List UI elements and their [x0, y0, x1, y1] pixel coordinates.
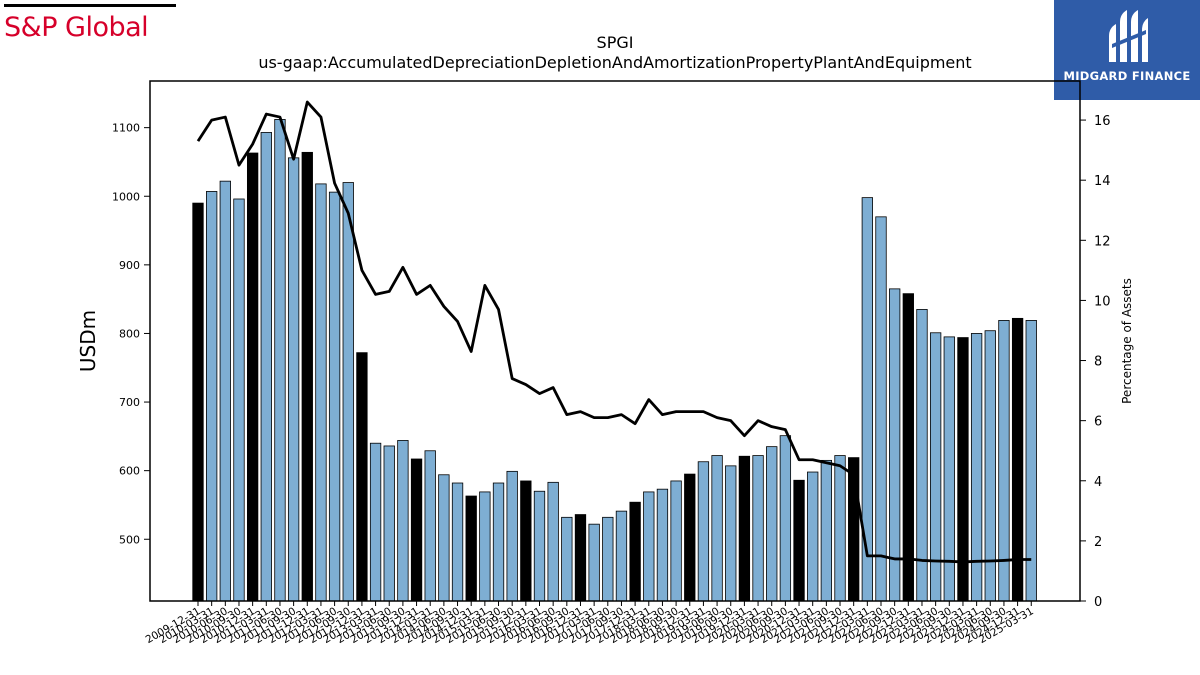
bar	[246, 152, 259, 602]
chart-subtitle: us-gaap:AccumulatedDepreciationDepletion…	[258, 53, 971, 72]
bar	[342, 182, 354, 602]
bar-series	[192, 119, 1037, 602]
chart-title: SPGI	[597, 33, 634, 52]
bar	[301, 151, 313, 602]
bar	[438, 474, 450, 602]
bar	[697, 461, 710, 602]
bar	[793, 479, 805, 602]
y2-tick-label: 12	[1094, 234, 1111, 249]
bar	[752, 455, 764, 602]
bar	[192, 202, 204, 602]
bar	[479, 491, 491, 602]
bar	[834, 455, 846, 602]
bar	[206, 191, 218, 602]
bar	[643, 491, 655, 602]
y2-tick-label: 2	[1094, 535, 1102, 550]
bar	[902, 293, 914, 602]
y-tick-label: 1100	[112, 122, 140, 135]
bar	[711, 455, 723, 602]
bar	[506, 470, 518, 602]
y-tick-label: 900	[119, 259, 140, 272]
y-tick-label: 800	[119, 327, 140, 340]
bar	[328, 191, 341, 602]
x-axis: 2009-12-312010-03-312010-06-302010-09-30…	[144, 601, 1036, 646]
bar	[561, 516, 573, 602]
y2-tick-label: 4	[1094, 475, 1102, 490]
bar	[889, 288, 901, 602]
bar	[451, 482, 464, 602]
y2-axis: 0 2 4 6 8 10 12 14 16	[1080, 114, 1111, 610]
bar	[602, 516, 614, 602]
y-tick-label: 600	[119, 465, 140, 478]
y-axis: 500 600 700 800 900 1000 1100	[112, 122, 150, 546]
bar	[315, 183, 327, 602]
y-tick-label: 700	[119, 396, 140, 409]
y-axis-label: USDm	[76, 310, 100, 372]
bar	[875, 216, 887, 602]
bar	[588, 523, 600, 602]
midgard-finance-logo: MIDGARD FINANCE	[1054, 0, 1200, 100]
y-tick-label: 1000	[112, 190, 140, 203]
bar	[492, 482, 505, 602]
y2-tick-label: 6	[1094, 415, 1102, 430]
bar	[807, 471, 819, 602]
bar	[274, 119, 286, 602]
bar	[574, 514, 587, 602]
sp-global-logo-text: S&P Global	[4, 12, 149, 43]
bar	[383, 445, 395, 602]
bar	[424, 450, 436, 602]
bar	[219, 180, 231, 602]
bar	[615, 510, 628, 602]
sp-global-logo: S&P Global	[4, 4, 180, 46]
bar	[916, 309, 928, 602]
y-tick-label: 500	[119, 533, 140, 546]
bar	[684, 473, 696, 602]
bar	[547, 481, 559, 602]
y2-tick-label: 0	[1094, 595, 1102, 610]
midgard-finance-logo-text: MIDGARD FINANCE	[1063, 69, 1191, 83]
plot-frame	[149, 80, 1081, 602]
bar	[766, 446, 778, 602]
y2-axis-label: Percentage of Assets	[1120, 278, 1134, 404]
logo-rule	[4, 4, 176, 7]
bar	[779, 435, 792, 602]
bar	[410, 458, 423, 602]
bar	[656, 488, 669, 602]
bar	[670, 480, 682, 602]
midgard-emblem-icon	[1109, 10, 1148, 62]
line-series	[196, 100, 1032, 564]
bar	[369, 442, 382, 602]
y2-tick-label: 14	[1094, 174, 1111, 189]
bar	[738, 455, 751, 602]
bar	[287, 157, 300, 602]
bar	[465, 495, 477, 602]
bar	[533, 490, 546, 602]
bar	[260, 132, 272, 602]
bar	[820, 459, 833, 602]
bar	[233, 198, 245, 602]
y2-tick-label: 10	[1094, 294, 1111, 309]
bar	[520, 480, 532, 602]
bar	[629, 501, 641, 602]
percentage-line	[196, 100, 1032, 564]
y2-tick-label: 8	[1094, 355, 1102, 370]
y2-tick-label: 16	[1094, 114, 1111, 129]
bar	[356, 352, 368, 602]
bar	[397, 440, 409, 602]
bar	[725, 465, 737, 602]
